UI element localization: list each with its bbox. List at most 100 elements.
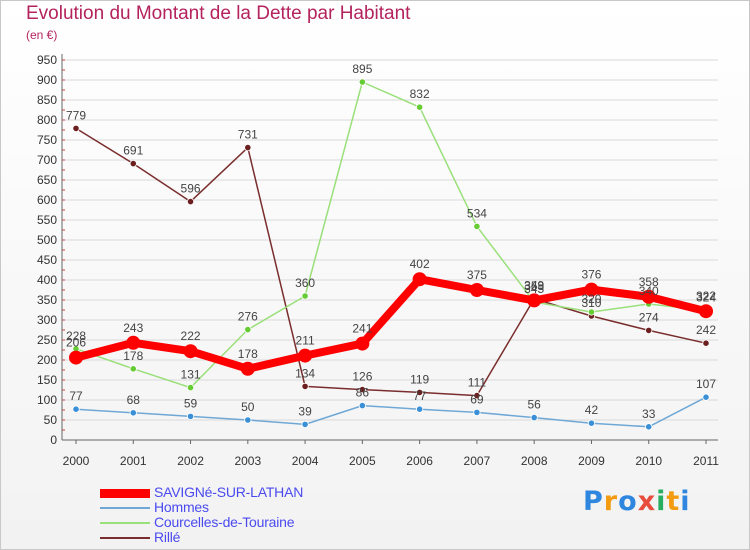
chart-subtitle: (en €) <box>26 28 58 42</box>
data-point <box>69 350 83 365</box>
data-label: 534 <box>467 206 487 220</box>
x-tick-label: 2004 <box>292 454 319 468</box>
data-label: 895 <box>352 62 372 76</box>
y-tick-label: 650 <box>37 173 57 187</box>
data-label: 402 <box>410 257 430 271</box>
logo-letter: r <box>603 486 619 517</box>
legend-swatch-courcelles <box>100 522 150 524</box>
data-point <box>530 413 538 422</box>
x-tick-label: 2003 <box>234 454 261 468</box>
data-point <box>129 365 137 373</box>
legend-swatch-hommes <box>100 507 150 509</box>
data-label: 358 <box>639 275 659 289</box>
y-tick-label: 400 <box>37 273 57 287</box>
data-point <box>587 419 596 427</box>
data-label: 376 <box>581 268 601 282</box>
data-point <box>186 198 195 206</box>
logo-letter: i <box>656 486 667 517</box>
data-label: 178 <box>238 347 258 361</box>
y-tick-label: 450 <box>37 253 57 267</box>
data-label: 243 <box>123 321 143 335</box>
data-label: 241 <box>352 322 372 336</box>
data-point <box>244 144 252 152</box>
x-tick-label: 2007 <box>464 454 491 468</box>
y-tick-label: 0 <box>50 433 57 447</box>
legend-label: Courcelles-de-Touraine <box>154 514 295 530</box>
y-tick-label: 850 <box>37 93 57 107</box>
data-point <box>358 385 366 394</box>
x-tick-label: 2011 <box>693 454 719 468</box>
series-line-2 <box>75 81 707 389</box>
data-label: 832 <box>410 87 430 101</box>
x-tick-label: 2005 <box>349 454 376 468</box>
legend-swatch-rille <box>100 537 150 539</box>
y-tick-label: 150 <box>37 373 57 387</box>
data-label: 322 <box>696 289 716 303</box>
legend-label: Rillé <box>154 529 181 545</box>
y-tick-label: 950 <box>37 53 57 67</box>
data-point <box>355 336 370 351</box>
data-point <box>416 388 424 396</box>
legend-label: Hommes <box>154 499 209 515</box>
data-label: 310 <box>581 296 601 310</box>
y-tick-label: 250 <box>37 333 57 347</box>
data-label: 107 <box>696 377 716 391</box>
data-point <box>699 304 713 319</box>
data-label: 33 <box>642 407 656 421</box>
y-tick-label: 750 <box>37 133 57 147</box>
data-label: 59 <box>184 396 198 410</box>
data-label: 375 <box>467 268 487 282</box>
data-point <box>416 405 424 413</box>
data-point <box>473 222 481 230</box>
data-label: 276 <box>238 310 258 324</box>
y-tick-label: 600 <box>37 193 57 207</box>
y-tick-label: 300 <box>37 313 57 327</box>
data-label: 69 <box>470 392 484 406</box>
data-label: 56 <box>528 398 542 412</box>
data-point <box>126 335 141 350</box>
x-tick-label: 2008 <box>521 454 548 468</box>
data-label: 242 <box>696 323 716 337</box>
y-tick-label: 100 <box>37 393 57 407</box>
data-label: 50 <box>241 400 255 414</box>
data-point <box>244 416 252 424</box>
data-point <box>301 292 309 300</box>
x-tick-label: 2002 <box>177 454 204 468</box>
chart-title: Evolution du Montant de la Dette par Hab… <box>26 3 411 24</box>
data-label: 596 <box>181 182 201 196</box>
data-point <box>240 361 255 376</box>
data-point <box>301 382 309 390</box>
data-point <box>645 423 653 431</box>
x-tick-label: 2009 <box>578 454 605 468</box>
data-label: 349 <box>524 278 544 292</box>
data-label: 691 <box>123 144 143 158</box>
data-point <box>186 383 195 392</box>
logo-letter: t <box>666 486 681 517</box>
y-tick-label: 200 <box>37 353 57 367</box>
data-label: 779 <box>66 108 86 122</box>
data-point <box>473 391 481 400</box>
series-line-3 <box>75 127 707 397</box>
legend-swatch-savigne <box>100 489 150 498</box>
logo-letter: i <box>680 486 691 517</box>
data-point <box>301 420 309 428</box>
y-tick-label: 900 <box>37 73 57 87</box>
data-label: 345 <box>524 282 544 296</box>
data-label: 126 <box>352 370 372 384</box>
data-point <box>473 408 481 416</box>
data-point <box>469 283 484 297</box>
data-point <box>183 344 198 359</box>
data-label: 111 <box>468 376 487 390</box>
y-tick-label: 350 <box>37 293 57 307</box>
data-label: 274 <box>639 310 659 324</box>
data-label: 228 <box>66 329 86 343</box>
y-tick-label: 500 <box>37 233 57 247</box>
data-label: 68 <box>127 393 141 407</box>
data-label: 206 <box>66 336 86 350</box>
x-tick-label: 2006 <box>406 454 433 468</box>
x-tick-label: 2000 <box>63 454 90 468</box>
data-label: 320 <box>581 292 601 306</box>
data-point <box>527 293 542 308</box>
